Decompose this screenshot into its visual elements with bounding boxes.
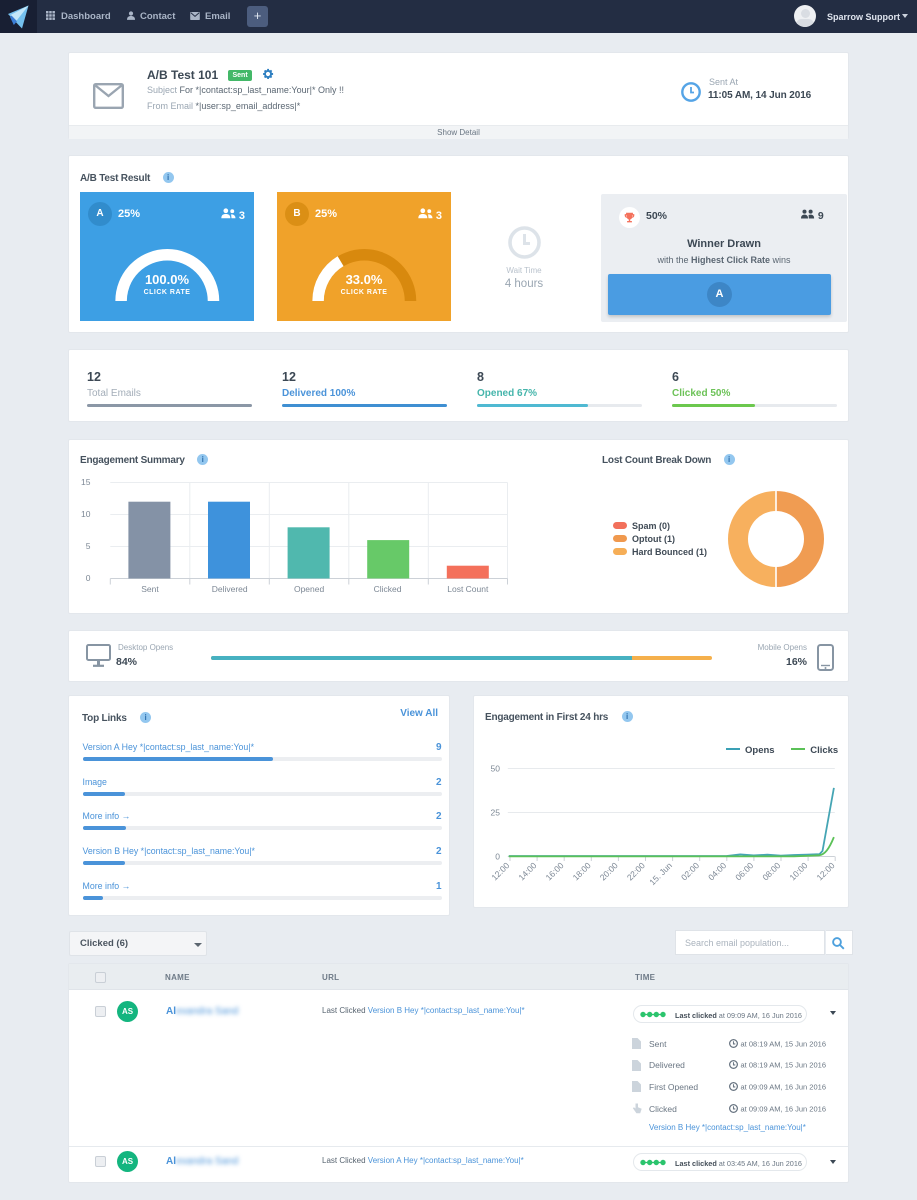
- svg-text:12:00: 12:00: [489, 860, 511, 882]
- svg-text:20:00: 20:00: [598, 860, 620, 882]
- svg-text:14:00: 14:00: [516, 860, 538, 882]
- svg-text:50: 50: [491, 764, 501, 774]
- svg-text:08:00: 08:00: [760, 860, 782, 882]
- svg-text:12:00: 12:00: [814, 860, 836, 882]
- svg-text:10:00: 10:00: [787, 860, 809, 882]
- svg-text:25: 25: [491, 808, 501, 818]
- svg-text:16:00: 16:00: [543, 860, 565, 882]
- svg-text:Lost Count: Lost Count: [447, 584, 489, 594]
- svg-text:04:00: 04:00: [706, 860, 728, 882]
- svg-text:Clicked: Clicked: [374, 584, 402, 594]
- svg-text:10: 10: [81, 509, 91, 519]
- svg-text:15: 15: [81, 477, 91, 487]
- svg-text:06:00: 06:00: [733, 860, 755, 882]
- svg-text:02:00: 02:00: [679, 860, 701, 882]
- svg-text:15. Jun: 15. Jun: [647, 860, 674, 887]
- svg-text:0: 0: [495, 852, 500, 862]
- svg-text:Delivered: Delivered: [212, 584, 248, 594]
- svg-text:18:00: 18:00: [571, 860, 593, 882]
- svg-text:Sent: Sent: [141, 584, 159, 594]
- svg-text:5: 5: [86, 541, 91, 551]
- svg-text:0: 0: [86, 573, 91, 583]
- svg-text:Opened: Opened: [294, 584, 325, 594]
- svg-text:22:00: 22:00: [625, 860, 647, 882]
